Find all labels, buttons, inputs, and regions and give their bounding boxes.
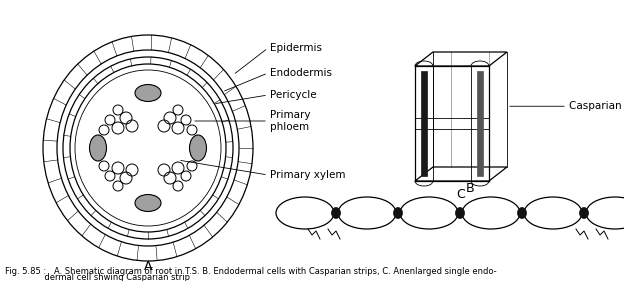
Ellipse shape: [394, 207, 402, 219]
Ellipse shape: [190, 135, 207, 161]
Ellipse shape: [135, 194, 161, 212]
Text: dermal cell shwing Casparian strip: dermal cell shwing Casparian strip: [5, 273, 190, 281]
Text: Epidermis: Epidermis: [270, 43, 322, 53]
Ellipse shape: [331, 207, 341, 219]
Ellipse shape: [517, 207, 527, 219]
Polygon shape: [477, 71, 483, 176]
Ellipse shape: [89, 135, 107, 161]
Text: Fig. 5.85 :   A. Shematic diagram of root in T.S. B. Endodermal cells with Caspa: Fig. 5.85 : A. Shematic diagram of root …: [5, 266, 497, 275]
Text: A: A: [144, 259, 152, 273]
Ellipse shape: [456, 207, 464, 219]
Text: B: B: [466, 182, 474, 196]
Text: Casparian strip: Casparian strip: [569, 101, 624, 111]
Ellipse shape: [135, 85, 161, 101]
Polygon shape: [421, 71, 427, 176]
Text: C: C: [457, 189, 466, 201]
Text: Primary xylem: Primary xylem: [270, 170, 346, 180]
Ellipse shape: [580, 207, 588, 219]
Text: Endodermis: Endodermis: [270, 68, 332, 78]
Text: Primary
phloem: Primary phloem: [270, 110, 311, 132]
Text: Pericycle: Pericycle: [270, 90, 316, 100]
